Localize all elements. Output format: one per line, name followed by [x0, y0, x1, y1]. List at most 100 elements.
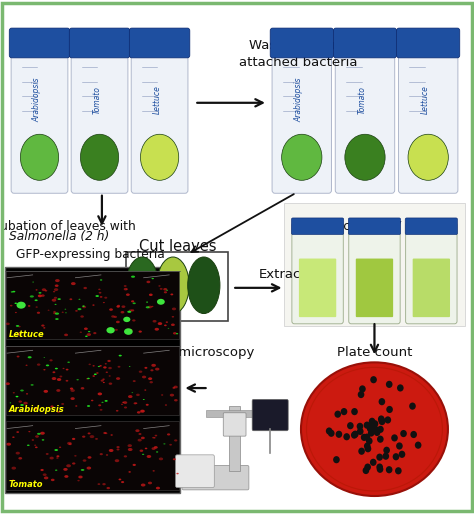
Text: Washing of un-
attached bacteria: Washing of un- attached bacteria [239, 39, 358, 69]
Ellipse shape [124, 407, 127, 409]
FancyBboxPatch shape [71, 42, 128, 193]
Ellipse shape [43, 327, 46, 328]
Ellipse shape [148, 377, 152, 380]
Ellipse shape [55, 284, 59, 287]
Ellipse shape [7, 443, 11, 446]
Ellipse shape [131, 276, 135, 278]
Ellipse shape [105, 400, 108, 402]
Ellipse shape [172, 307, 176, 310]
Ellipse shape [128, 448, 133, 451]
Ellipse shape [146, 302, 148, 303]
Ellipse shape [121, 305, 126, 308]
Circle shape [356, 423, 363, 430]
Ellipse shape [86, 378, 89, 379]
Ellipse shape [173, 458, 176, 460]
Ellipse shape [16, 452, 20, 454]
Ellipse shape [53, 291, 55, 292]
Circle shape [400, 430, 407, 437]
FancyBboxPatch shape [223, 413, 246, 436]
Ellipse shape [81, 469, 84, 471]
Ellipse shape [30, 296, 34, 298]
Ellipse shape [69, 298, 73, 300]
Ellipse shape [42, 288, 46, 291]
Ellipse shape [46, 364, 49, 366]
FancyBboxPatch shape [397, 28, 460, 58]
Ellipse shape [107, 487, 110, 489]
Ellipse shape [36, 306, 38, 308]
Ellipse shape [72, 438, 75, 440]
Ellipse shape [40, 469, 44, 471]
FancyBboxPatch shape [131, 42, 188, 193]
Ellipse shape [173, 332, 177, 335]
Circle shape [392, 453, 399, 461]
Ellipse shape [23, 402, 28, 405]
Bar [6, 421, 179, 490]
Text: Arabidopsis: Arabidopsis [9, 405, 64, 414]
Ellipse shape [78, 475, 82, 479]
Ellipse shape [12, 480, 14, 481]
Ellipse shape [61, 403, 64, 405]
Text: GFP-expressing bacteria: GFP-expressing bacteria [16, 248, 164, 261]
Circle shape [333, 456, 340, 463]
Ellipse shape [164, 291, 167, 293]
Ellipse shape [146, 306, 150, 308]
Ellipse shape [176, 333, 178, 334]
FancyBboxPatch shape [399, 42, 458, 193]
Bar [6, 271, 179, 339]
Circle shape [363, 467, 369, 474]
Ellipse shape [87, 467, 91, 470]
Ellipse shape [100, 365, 102, 366]
FancyBboxPatch shape [11, 42, 68, 193]
Ellipse shape [80, 332, 82, 333]
Text: Lettuce: Lettuce [153, 85, 162, 114]
Ellipse shape [55, 279, 60, 282]
Ellipse shape [130, 329, 133, 331]
Ellipse shape [100, 379, 104, 382]
FancyBboxPatch shape [182, 466, 249, 490]
Text: Arabidopsis: Arabidopsis [295, 78, 303, 122]
Ellipse shape [37, 311, 40, 314]
Ellipse shape [87, 333, 91, 336]
Ellipse shape [140, 410, 145, 413]
Ellipse shape [20, 390, 24, 392]
Text: Lettuce: Lettuce [9, 329, 44, 339]
Circle shape [377, 466, 383, 473]
Ellipse shape [117, 446, 119, 448]
Ellipse shape [56, 457, 59, 459]
Ellipse shape [53, 311, 56, 313]
Bar [284, 203, 465, 326]
Ellipse shape [102, 378, 105, 380]
Ellipse shape [121, 403, 123, 405]
Ellipse shape [146, 404, 149, 406]
Ellipse shape [173, 387, 175, 389]
Ellipse shape [131, 392, 133, 393]
Ellipse shape [71, 389, 75, 392]
Circle shape [364, 421, 370, 429]
Ellipse shape [129, 309, 132, 311]
Ellipse shape [105, 363, 107, 364]
Ellipse shape [45, 290, 47, 291]
FancyBboxPatch shape [292, 223, 343, 324]
Ellipse shape [67, 442, 72, 445]
Ellipse shape [57, 411, 60, 413]
Circle shape [391, 434, 398, 442]
Ellipse shape [116, 410, 118, 412]
Ellipse shape [64, 475, 68, 478]
Circle shape [326, 428, 332, 435]
Ellipse shape [9, 402, 11, 403]
Ellipse shape [170, 293, 173, 296]
Ellipse shape [55, 304, 56, 305]
Ellipse shape [72, 463, 75, 465]
Ellipse shape [34, 407, 38, 410]
Circle shape [335, 411, 341, 418]
Ellipse shape [62, 311, 64, 313]
Ellipse shape [16, 396, 18, 397]
Ellipse shape [109, 308, 113, 311]
Ellipse shape [150, 369, 154, 371]
Ellipse shape [164, 324, 167, 326]
Ellipse shape [124, 285, 127, 287]
Ellipse shape [109, 382, 112, 385]
Ellipse shape [26, 393, 28, 395]
Circle shape [379, 398, 385, 405]
Ellipse shape [17, 356, 19, 357]
